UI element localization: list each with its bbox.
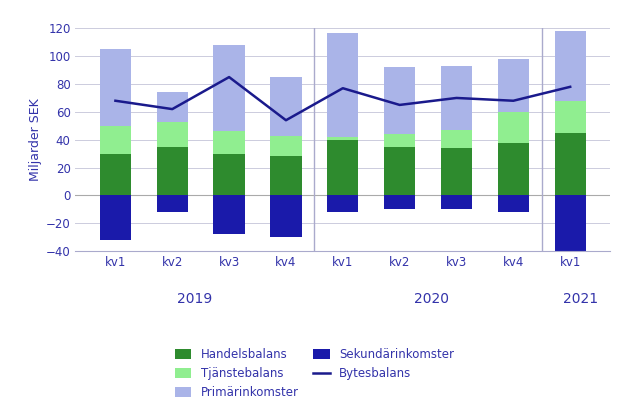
Bar [441,130,472,148]
Bar [100,49,131,126]
Bar [157,196,188,212]
Bar [327,196,359,212]
Y-axis label: Miljarder SEK: Miljarder SEK [29,98,42,181]
Bar [100,126,131,153]
Bar [270,156,301,196]
Bar [555,31,586,101]
Bar [441,66,472,130]
Bar [327,140,359,196]
Text: 2019: 2019 [177,292,212,306]
Bar [384,67,415,134]
Bar [270,77,301,136]
Bar [100,153,131,196]
Bar [213,153,245,196]
Bar [498,112,529,143]
Bar [498,196,529,212]
Legend: Handelsbalans, Tjänstebalans, Primärinkomster, Sekundärinkomster, Bytesbalans: Handelsbalans, Tjänstebalans, Primärinko… [175,348,454,399]
Bar [157,92,188,122]
Bar [100,196,131,240]
Bar [157,147,188,196]
Bar [555,196,586,254]
Bar [441,196,472,209]
Bar [384,147,415,196]
Bar [327,137,359,140]
Bar [555,133,586,196]
Bar [441,148,472,196]
Bar [384,196,415,209]
Bar [327,32,359,137]
Bar [270,196,301,237]
Text: 2021: 2021 [563,292,598,306]
Bar [157,122,188,147]
Bar [213,131,245,153]
Bar [384,134,415,147]
Bar [270,136,301,156]
Bar [498,59,529,112]
Text: 2020: 2020 [415,292,449,306]
Bar [213,196,245,234]
Bar [555,101,586,133]
Bar [498,143,529,196]
Bar [213,45,245,131]
